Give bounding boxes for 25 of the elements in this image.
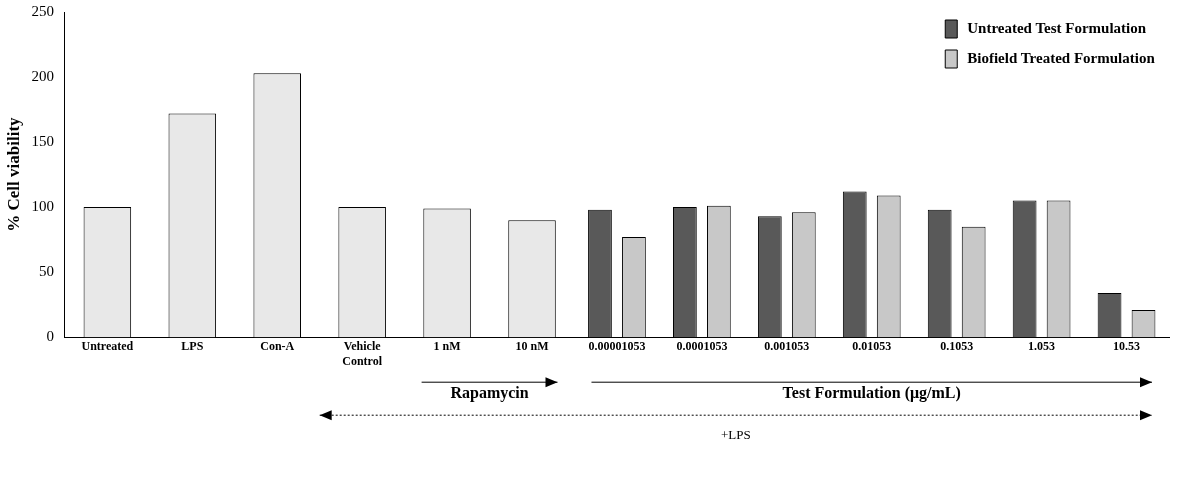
x-tick-label: 10.53 (1113, 339, 1141, 354)
y-tick-label: 50 (38, 263, 54, 280)
x-tick-label: 0.01053 (852, 339, 892, 354)
y-tick-label: 0 (46, 328, 54, 345)
x-tick-label: Untreated (81, 339, 134, 354)
x-tick-label: Con-A (260, 339, 295, 354)
x-tick-label: 1 nM (433, 339, 461, 354)
text: Test Formulation (μg/mL) (782, 384, 961, 403)
y-axis-title: % Cell viability (3, 116, 23, 232)
x-tick-label: 0.1053 (940, 339, 974, 354)
text: Rapamycin (450, 384, 529, 403)
x-tick-label: 10 nM (515, 339, 549, 354)
text: +LPS (720, 427, 751, 443)
x-tick-label: 0.001053 (764, 339, 810, 354)
y-tick-label: 150 (31, 133, 54, 150)
y-tick-label: 100 (31, 198, 54, 215)
y-tick-label: 250 (31, 2, 54, 19)
legend-label: Biofield Treated Formulation (967, 49, 1156, 66)
x-tick-label: 1.053 (1028, 339, 1056, 354)
x-tick-label: LPS (181, 339, 204, 354)
x-tick-label: 0.00001053 (588, 339, 646, 354)
x-tick-label: Vehicle Control (342, 339, 383, 368)
legend-label: Untreated Test Formulation (967, 19, 1147, 36)
y-tick-label: 200 (31, 67, 54, 84)
x-tick-label: 0.0001053 (676, 339, 728, 354)
